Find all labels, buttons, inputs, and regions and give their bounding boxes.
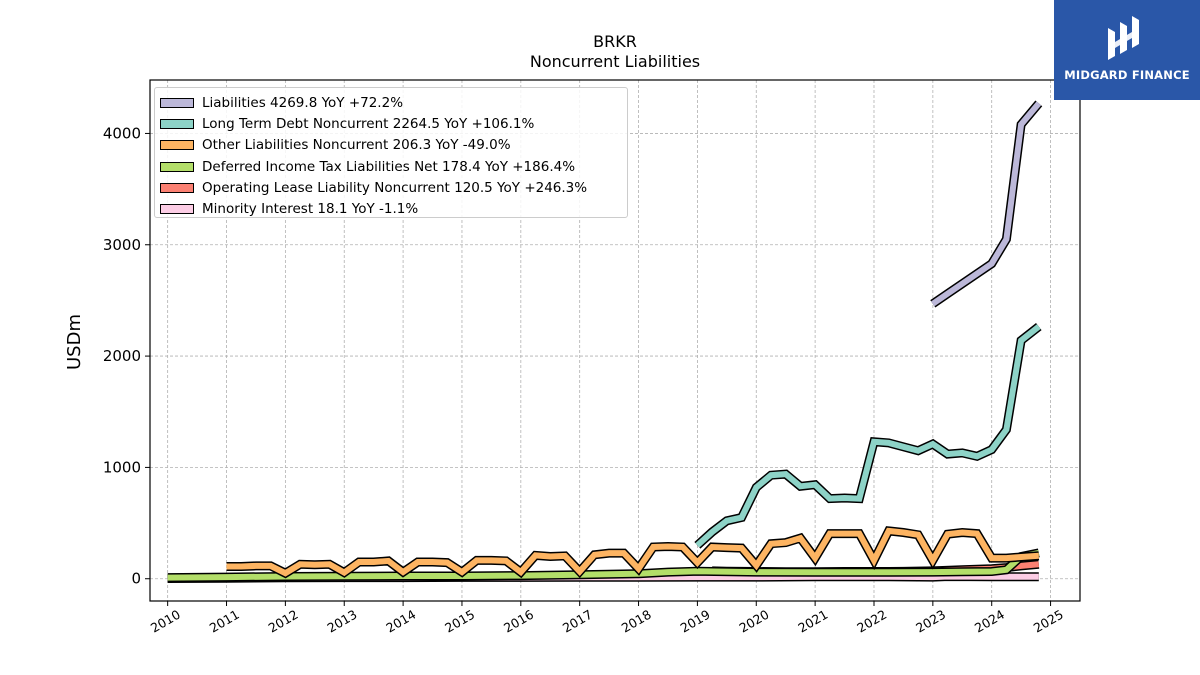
legend-swatch-deferred-tax xyxy=(160,161,194,172)
legend-swatch-operating-lease xyxy=(160,182,194,193)
legend-label-long-term-debt: Long Term Debt Noncurrent 2264.5 YoY +10… xyxy=(202,115,535,132)
y-tick-label: 3000 xyxy=(103,236,141,254)
x-tick-label: 2011 xyxy=(207,607,242,636)
legend-label-deferred-tax: Deferred Income Tax Liabilities Net 178.… xyxy=(202,158,576,175)
x-tick-label: 2023 xyxy=(913,607,948,636)
x-tick-label: 2024 xyxy=(972,607,1007,636)
x-tick-label: 2015 xyxy=(442,607,477,636)
x-tick-label: 2018 xyxy=(619,607,654,636)
series-line-long-term-debt-noncurrent xyxy=(695,324,1041,548)
chart-subtitle: Noncurrent Liabilities xyxy=(529,52,701,71)
chart-legend: Liabilities 4269.8 YoY +72.2% Long Term … xyxy=(154,87,628,218)
x-tick-label: 2016 xyxy=(501,607,536,636)
legend-item-other-liabilities: Other Liabilities Noncurrent 206.3 YoY -… xyxy=(160,135,627,156)
y-tick-label: 4000 xyxy=(103,124,141,142)
legend-item-operating-lease: Operating Lease Liability Noncurrent 120… xyxy=(160,177,627,198)
legend-swatch-minority-interest xyxy=(160,204,194,215)
logo-text: MIDGARD FINANCE xyxy=(1064,68,1190,82)
chart-ticker: BRKR xyxy=(593,32,637,51)
midgard-logo-icon xyxy=(1108,16,1139,60)
x-tick-label: 2020 xyxy=(736,607,771,636)
series-line-liabilities xyxy=(931,101,1042,307)
legend-swatch-other-liabilities xyxy=(160,140,194,151)
plot-frame xyxy=(149,79,1081,602)
legend-swatch-long-term-debt xyxy=(160,118,194,129)
legend-swatch-liabilities xyxy=(160,97,194,108)
x-tick-label: 2014 xyxy=(383,607,418,636)
series-line-deferred-income-tax-liabilities-net xyxy=(167,549,1040,581)
x-tick-label: 2010 xyxy=(148,607,183,636)
y-tick-label: 2000 xyxy=(103,347,141,365)
legend-label-other-liabilities: Other Liabilities Noncurrent 206.3 YoY -… xyxy=(202,137,511,154)
x-tick-label: 2022 xyxy=(854,607,889,636)
series-outline-long-term-debt-noncurrent xyxy=(694,323,1042,549)
chart-title: BRKR Noncurrent Liabilities xyxy=(515,32,715,72)
legend-item-long-term-debt: Long Term Debt Noncurrent 2264.5 YoY +10… xyxy=(160,113,627,134)
x-tick-label: 2025 xyxy=(1031,607,1066,636)
legend-label-operating-lease: Operating Lease Liability Noncurrent 120… xyxy=(202,179,588,196)
series-group xyxy=(167,100,1043,583)
x-tick-label: 2013 xyxy=(324,607,359,636)
y-tick-label: 1000 xyxy=(103,458,141,476)
x-tick-label: 2021 xyxy=(795,607,830,636)
y-axis-label: USDm xyxy=(64,314,85,370)
x-tick-label: 2017 xyxy=(560,607,595,636)
legend-item-liabilities: Liabilities 4269.8 YoY +72.2% xyxy=(160,92,627,113)
legend-item-deferred-tax: Deferred Income Tax Liabilities Net 178.… xyxy=(160,156,627,177)
brand-logo: MIDGARD FINANCE xyxy=(1054,0,1200,100)
x-tick-label: 2019 xyxy=(678,607,713,636)
series-line-other-liabilities-noncurrent xyxy=(226,527,1040,577)
legend-item-minority-interest: Minority Interest 18.1 YoY -1.1% xyxy=(160,198,627,219)
x-tick-label: 2012 xyxy=(266,607,301,636)
y-tick-label: 0 xyxy=(131,570,141,588)
legend-label-minority-interest: Minority Interest 18.1 YoY -1.1% xyxy=(202,201,419,218)
legend-label-liabilities: Liabilities 4269.8 YoY +72.2% xyxy=(202,94,404,111)
